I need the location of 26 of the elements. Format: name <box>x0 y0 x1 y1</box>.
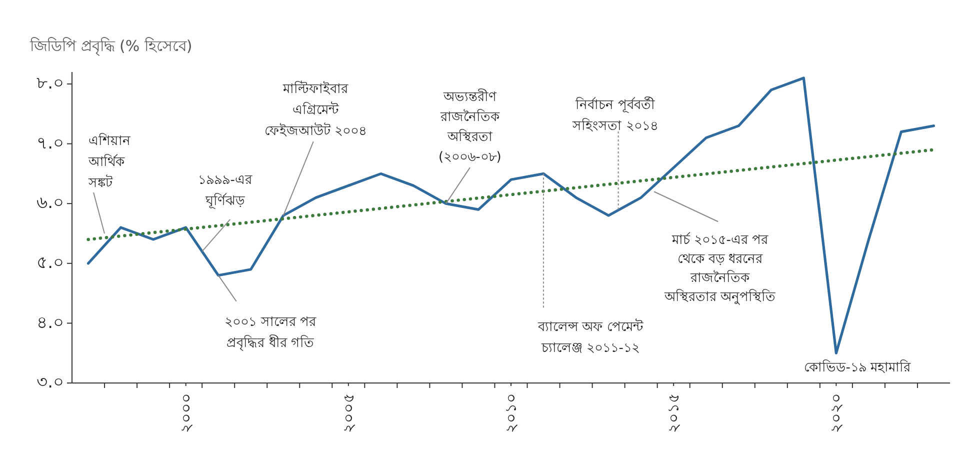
annotation: এশিয়ান আর্থিক সঙ্কট <box>88 133 131 192</box>
annotation: অভ্যন্তরীণ রাজনৈতিক অস্থিরতা (২০০৬-০৮) <box>438 89 502 166</box>
annotation: ১৯৯৯-এর ঘূর্ণিঝড় <box>198 172 253 209</box>
annotation: ২০০১ সালের পর প্রবৃদ্ধির ধীর গতি <box>224 314 317 351</box>
x-tick-label: ২০০৫ <box>339 393 358 433</box>
annotation: নির্বাচন পূর্ববর্তী সহিংসতা ২০১৪ <box>572 97 658 134</box>
y-tick-label: ৪.০ <box>36 312 64 333</box>
x-tick-label: ২০২০ <box>827 393 846 433</box>
x-tick-label: ২০১৫ <box>664 393 683 433</box>
annotation: মাল্টিফাইবার এগ্রিমেন্ট ফেইজআউট ২০০৪ <box>264 82 366 216</box>
annotation: ১৯৯৯-এর ঘূর্ণিঝড় <box>198 172 252 252</box>
annotation: মাল্টিফাইবার এগ্রিমেন্ট ফেইজআউট ২০০৪ <box>264 81 366 140</box>
annotation: ২০০১ সালের পর প্রবৃদ্ধির ধীর গতি <box>218 274 316 351</box>
annotation: অভ্যন্তরীণ রাজনৈতিক অস্থিরতা (২০০৬-০৮) <box>438 90 502 204</box>
x-tick-label: ২০১০ <box>502 393 520 433</box>
annotation: মার্চ ২০১৫-এর পর থেকে বড় ধরনের রাজনৈতিক অস্থিরতার অনুপস্থিতি <box>664 232 776 306</box>
y-tick-label: ৮.০ <box>36 74 64 94</box>
y-tick-label: ৭.০ <box>36 133 64 154</box>
annotation: ব্যালেন্স অফ পেমেন্ট চ্যালেঞ্জ ২০১১-১২ <box>536 319 644 356</box>
title: জিডিপি প্রবৃদ্ধি (% হিসেবে) <box>30 37 192 55</box>
y-tick-label: ৫.০ <box>36 253 64 274</box>
annotation: কোভিড-১৯ মহামারি <box>804 360 911 376</box>
annotation: এশিয়ান আর্থিক সঙ্কট <box>88 134 131 234</box>
x-tick-label: ২০০০ <box>176 393 195 433</box>
y-tick-label: ৬.০ <box>36 193 64 214</box>
y-tick-label: ৩.০ <box>36 372 64 393</box>
